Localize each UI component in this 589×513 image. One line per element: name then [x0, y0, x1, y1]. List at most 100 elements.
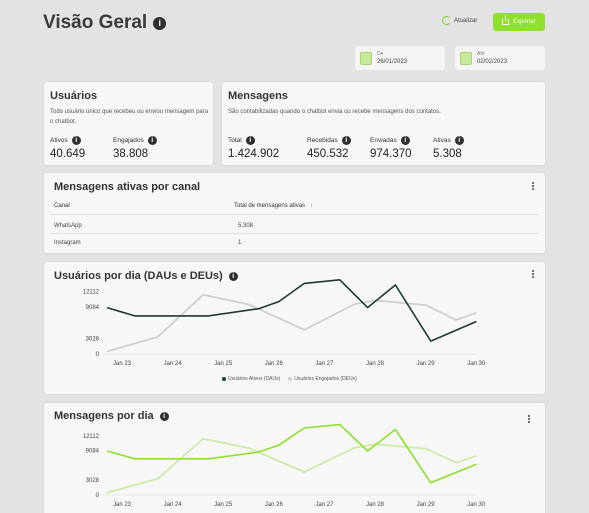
x-tick-label: Jan 24: [164, 361, 183, 367]
metric-value: 38.808: [113, 148, 149, 160]
refresh-icon: [442, 16, 451, 25]
divider: [50, 214, 539, 215]
metric-label: Enviadas: [370, 137, 397, 144]
table-cell-channel: WhatsApp: [54, 223, 82, 229]
messages-card: Mensagens São contabilizadas quando o ch…: [222, 82, 545, 165]
x-tick-label: Jan 27: [315, 361, 334, 367]
date-to-value: 02/02/2023: [477, 59, 508, 65]
x-tick-label: Jan 23: [113, 502, 132, 508]
date-to-field[interactable]: Até 02/02/2023: [455, 46, 545, 70]
x-tick-label: Jan 26: [265, 502, 284, 508]
metric-enviadas: Enviadas i 974.370: [370, 136, 412, 160]
info-icon[interactable]: i: [153, 16, 167, 30]
messages-chart-card: Mensagens por dia i 12112 9084 3028 0 Jan 23…: [44, 403, 545, 513]
legend-label: Usuários Engajados (DEUs): [294, 376, 357, 382]
info-icon[interactable]: i: [71, 136, 81, 145]
y-tick-label: 9084: [86, 449, 100, 455]
table-cell-channel: Instagram: [54, 240, 81, 246]
metric-label: Total: [228, 137, 242, 144]
info-icon[interactable]: i: [228, 271, 238, 281]
y-tick-label: 12112: [83, 434, 100, 440]
y-tick-label: 3028: [86, 336, 100, 342]
metric-value: 5.308: [433, 148, 462, 160]
metric-recebidas: Recebidas i 450.532: [307, 136, 351, 160]
metric-ativas: Ativas i 5.308: [433, 136, 464, 160]
y-tick-label: 12112: [83, 290, 100, 296]
x-tick-label: Jan 27: [315, 502, 334, 508]
messages-card-title: Mensagens: [228, 90, 288, 102]
info-icon[interactable]: i: [245, 136, 255, 145]
page-title: Visão Geral i: [43, 12, 167, 34]
info-icon[interactable]: i: [341, 136, 351, 145]
chart-legend: Usuários Ativos (DAUs) Usuários Engajado…: [222, 376, 357, 382]
x-tick-label: Jan 24: [164, 502, 183, 508]
users-chart-title: Usuários por dia (DAUs e DEUs): [54, 270, 223, 282]
metric-label: Recebidas: [307, 137, 338, 144]
series-line: [106, 423, 477, 484]
metric-ativos: Ativos i 40.649: [50, 136, 85, 160]
more-options-icon[interactable]: [532, 182, 535, 190]
x-tick-label: Jan 30: [467, 361, 486, 367]
metric-value: 40.649: [50, 148, 86, 160]
legend-label: Usuários Ativos (DAUs): [228, 376, 281, 382]
x-tick-label: Jan 25: [214, 502, 233, 508]
legend-item-active[interactable]: Usuários Ativos (DAUs): [222, 376, 280, 382]
refresh-button[interactable]: Atualizar: [442, 16, 477, 25]
series-line: [106, 437, 477, 494]
page-title-text: Visão Geral: [43, 12, 148, 33]
x-tick-label: Jan 28: [366, 361, 385, 367]
x-tick-label: Jan 30: [467, 502, 486, 508]
export-button[interactable]: Exportar: [493, 13, 545, 31]
metric-total: Total i 1.424.902: [228, 136, 279, 160]
messages-line-chart: 12112 9084 3028 0 Jan 23 Jan 24 Jan 25 Jan 26 Ja…: [83, 423, 486, 508]
users-card-title: Usuários: [50, 90, 98, 102]
users-card: Usuários Todo usuário único que recebeu …: [44, 82, 213, 165]
sort-icon[interactable]: ↕: [309, 203, 313, 209]
download-icon: [502, 15, 510, 25]
info-icon[interactable]: i: [147, 136, 157, 145]
more-options-icon[interactable]: [532, 270, 535, 278]
export-label: Exportar: [513, 19, 536, 25]
column-header-total[interactable]: Total de mensagens ativas ↕: [234, 203, 313, 209]
date-to-label: Até: [477, 51, 485, 57]
legend-item-engaged[interactable]: Usuários Engajados (DEUs): [288, 376, 357, 382]
more-options-icon[interactable]: [528, 415, 531, 423]
date-from-field[interactable]: De 26/01/2023: [355, 46, 445, 70]
metric-label: Engajados: [113, 137, 144, 144]
metric-value: 1.424.902: [228, 148, 280, 160]
channel-table-title: Mensagens ativas por canal: [54, 181, 201, 193]
messages-card-desc: São contabilizadas quando o chatbot envi…: [228, 109, 441, 115]
x-tick-label: Jan 25: [214, 361, 233, 367]
y-tick-label: 9084: [86, 305, 100, 311]
refresh-label: Atualizar: [454, 17, 478, 24]
x-tick-label: Jan 29: [417, 361, 436, 367]
users-chart-card: Usuários por dia (DAUs e DEUs) i 12112 90…: [44, 262, 545, 394]
x-tick-label: Jan 26: [265, 361, 284, 367]
column-header-total-label: Total de mensagens ativas: [234, 203, 306, 209]
series-line: [106, 293, 477, 353]
metric-label: Ativas: [433, 137, 451, 144]
info-icon[interactable]: i: [454, 136, 464, 145]
calendar-icon: [360, 51, 372, 65]
users-card-desc: Todo usuário único que recebeu ou enviou…: [50, 109, 209, 125]
column-header-channel[interactable]: Canal: [54, 203, 70, 209]
messages-chart-title: Mensagens por dia: [54, 410, 154, 422]
divider: [50, 233, 539, 234]
x-tick-label: Jan 29: [417, 502, 436, 508]
table-cell-total: 5.308: [238, 223, 254, 229]
date-from-label: De: [377, 51, 384, 57]
channel-table-card: Mensagens ativas por canal Canal Total d…: [44, 173, 545, 253]
metric-value: 974.370: [370, 148, 412, 160]
y-tick-label: 0: [96, 493, 100, 499]
info-icon[interactable]: i: [159, 411, 169, 421]
x-tick-label: Jan 23: [113, 361, 132, 367]
metric-engajados: Engajados i 38.808: [113, 136, 157, 160]
metric-value: 450.532: [307, 148, 349, 160]
users-line-chart: 12112 9084 3028 0 Jan 23 Jan 24 Jan 25 Jan 26 Ja…: [83, 278, 486, 367]
y-tick-label: 0: [96, 352, 100, 358]
table-cell-total: 1: [238, 240, 242, 246]
calendar-icon: [460, 51, 472, 65]
x-tick-label: Jan 28: [366, 502, 385, 508]
info-icon[interactable]: i: [400, 136, 410, 145]
metric-label: Ativos: [50, 137, 68, 144]
